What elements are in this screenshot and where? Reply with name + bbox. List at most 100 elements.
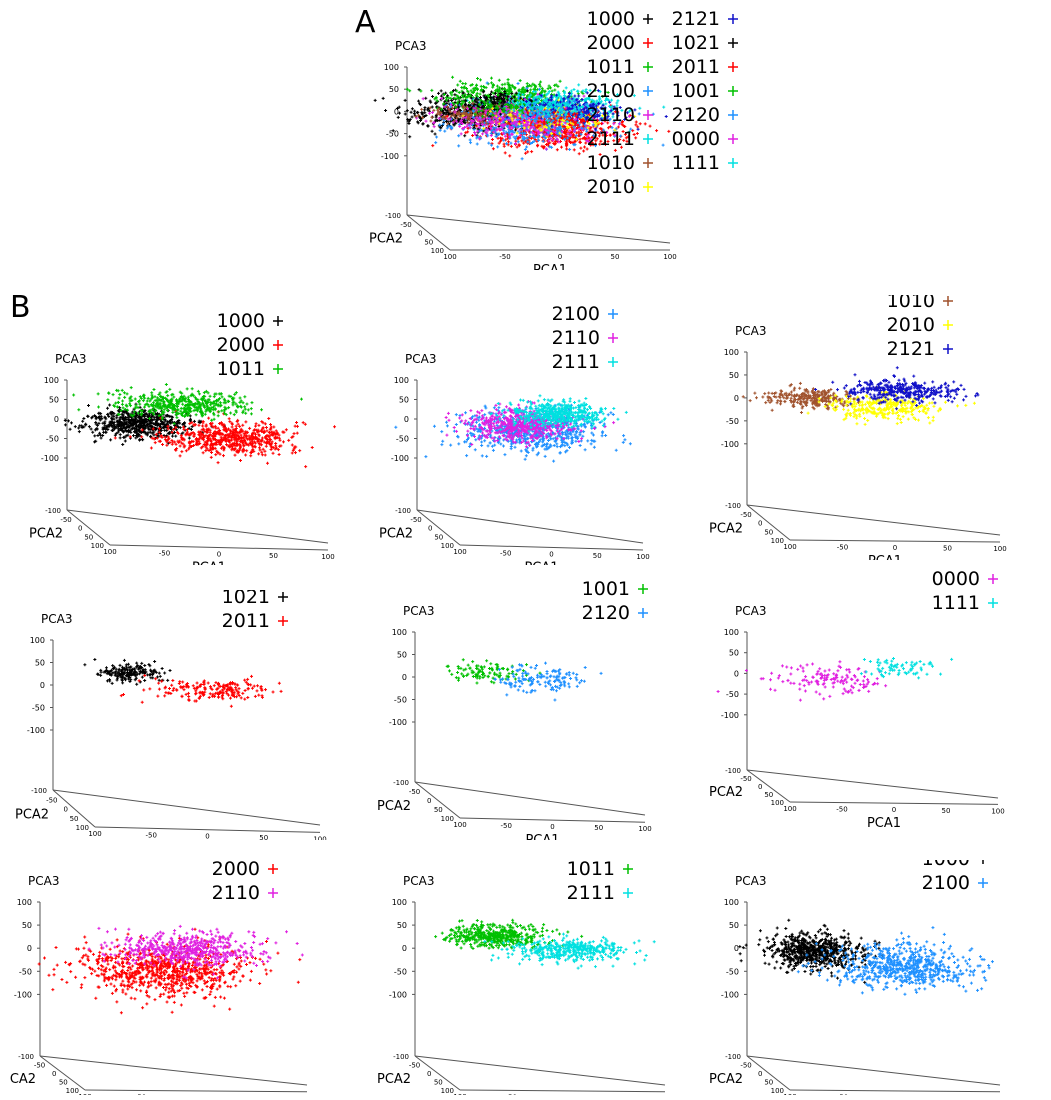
point	[505, 142, 509, 146]
point	[81, 419, 85, 423]
point	[591, 103, 595, 107]
point	[599, 139, 603, 143]
point	[503, 134, 507, 138]
point	[576, 123, 580, 127]
point	[205, 431, 209, 435]
point	[218, 431, 222, 435]
point	[182, 427, 186, 431]
point	[451, 75, 455, 79]
legend-label: 0000	[672, 128, 720, 150]
z-tick-label: -100	[41, 454, 59, 463]
z-tick-label: -50	[386, 130, 399, 139]
point	[537, 82, 541, 86]
point	[577, 94, 581, 98]
point	[466, 126, 470, 130]
axis-label-x: PCA1	[533, 263, 567, 270]
point	[493, 112, 497, 116]
point	[244, 411, 248, 415]
point	[198, 436, 202, 440]
point	[499, 127, 503, 131]
point	[579, 140, 583, 144]
point	[87, 403, 91, 407]
point	[556, 84, 560, 88]
point	[567, 91, 571, 95]
point	[466, 107, 470, 111]
point	[578, 115, 582, 119]
point	[125, 416, 129, 420]
point	[420, 107, 424, 111]
point	[245, 437, 249, 441]
point	[571, 122, 575, 126]
point	[149, 424, 153, 428]
point	[135, 413, 139, 417]
point	[119, 415, 123, 419]
point	[236, 450, 240, 454]
point	[536, 92, 540, 96]
point	[462, 85, 466, 89]
point	[455, 101, 459, 105]
point	[257, 446, 261, 450]
point	[578, 137, 582, 141]
point	[590, 141, 594, 145]
point	[661, 143, 665, 147]
point	[141, 426, 145, 430]
y-tick-label: 0	[78, 525, 82, 533]
point	[144, 432, 148, 436]
point	[569, 133, 573, 137]
point	[514, 142, 518, 146]
point	[532, 139, 536, 143]
point	[584, 102, 588, 106]
point	[532, 115, 536, 119]
point	[583, 145, 587, 149]
point	[509, 132, 513, 136]
point	[277, 453, 281, 457]
point	[571, 119, 575, 123]
point	[556, 90, 560, 94]
point	[451, 101, 455, 105]
point	[198, 420, 202, 424]
point	[607, 98, 611, 102]
point	[233, 453, 237, 457]
point	[515, 104, 519, 108]
point	[595, 109, 599, 113]
point	[192, 423, 196, 427]
point	[466, 95, 470, 99]
point	[588, 137, 592, 141]
point	[482, 117, 486, 121]
point	[228, 445, 232, 449]
legend-marker	[728, 38, 738, 48]
point	[201, 420, 205, 424]
point	[187, 433, 191, 437]
point	[273, 435, 277, 439]
point	[463, 93, 467, 97]
point	[455, 116, 459, 120]
point	[219, 435, 223, 439]
point	[257, 423, 261, 427]
point	[445, 95, 449, 99]
point	[204, 445, 208, 449]
point	[292, 432, 296, 436]
point	[610, 126, 614, 130]
point	[477, 102, 481, 106]
scatter-points	[373, 75, 671, 161]
point	[602, 111, 606, 115]
point	[533, 83, 537, 87]
point	[484, 114, 488, 118]
point	[227, 417, 231, 421]
point	[228, 420, 232, 424]
point	[281, 440, 285, 444]
point	[599, 99, 603, 103]
point	[573, 123, 577, 127]
point	[304, 465, 308, 469]
point	[152, 437, 156, 441]
point	[550, 89, 554, 93]
point	[456, 83, 460, 87]
point	[247, 443, 251, 447]
point	[662, 105, 666, 109]
point	[500, 116, 504, 120]
point	[538, 87, 542, 91]
point	[504, 111, 508, 115]
point	[478, 92, 482, 96]
z-tick-label: -100	[381, 152, 399, 161]
point	[222, 436, 226, 440]
